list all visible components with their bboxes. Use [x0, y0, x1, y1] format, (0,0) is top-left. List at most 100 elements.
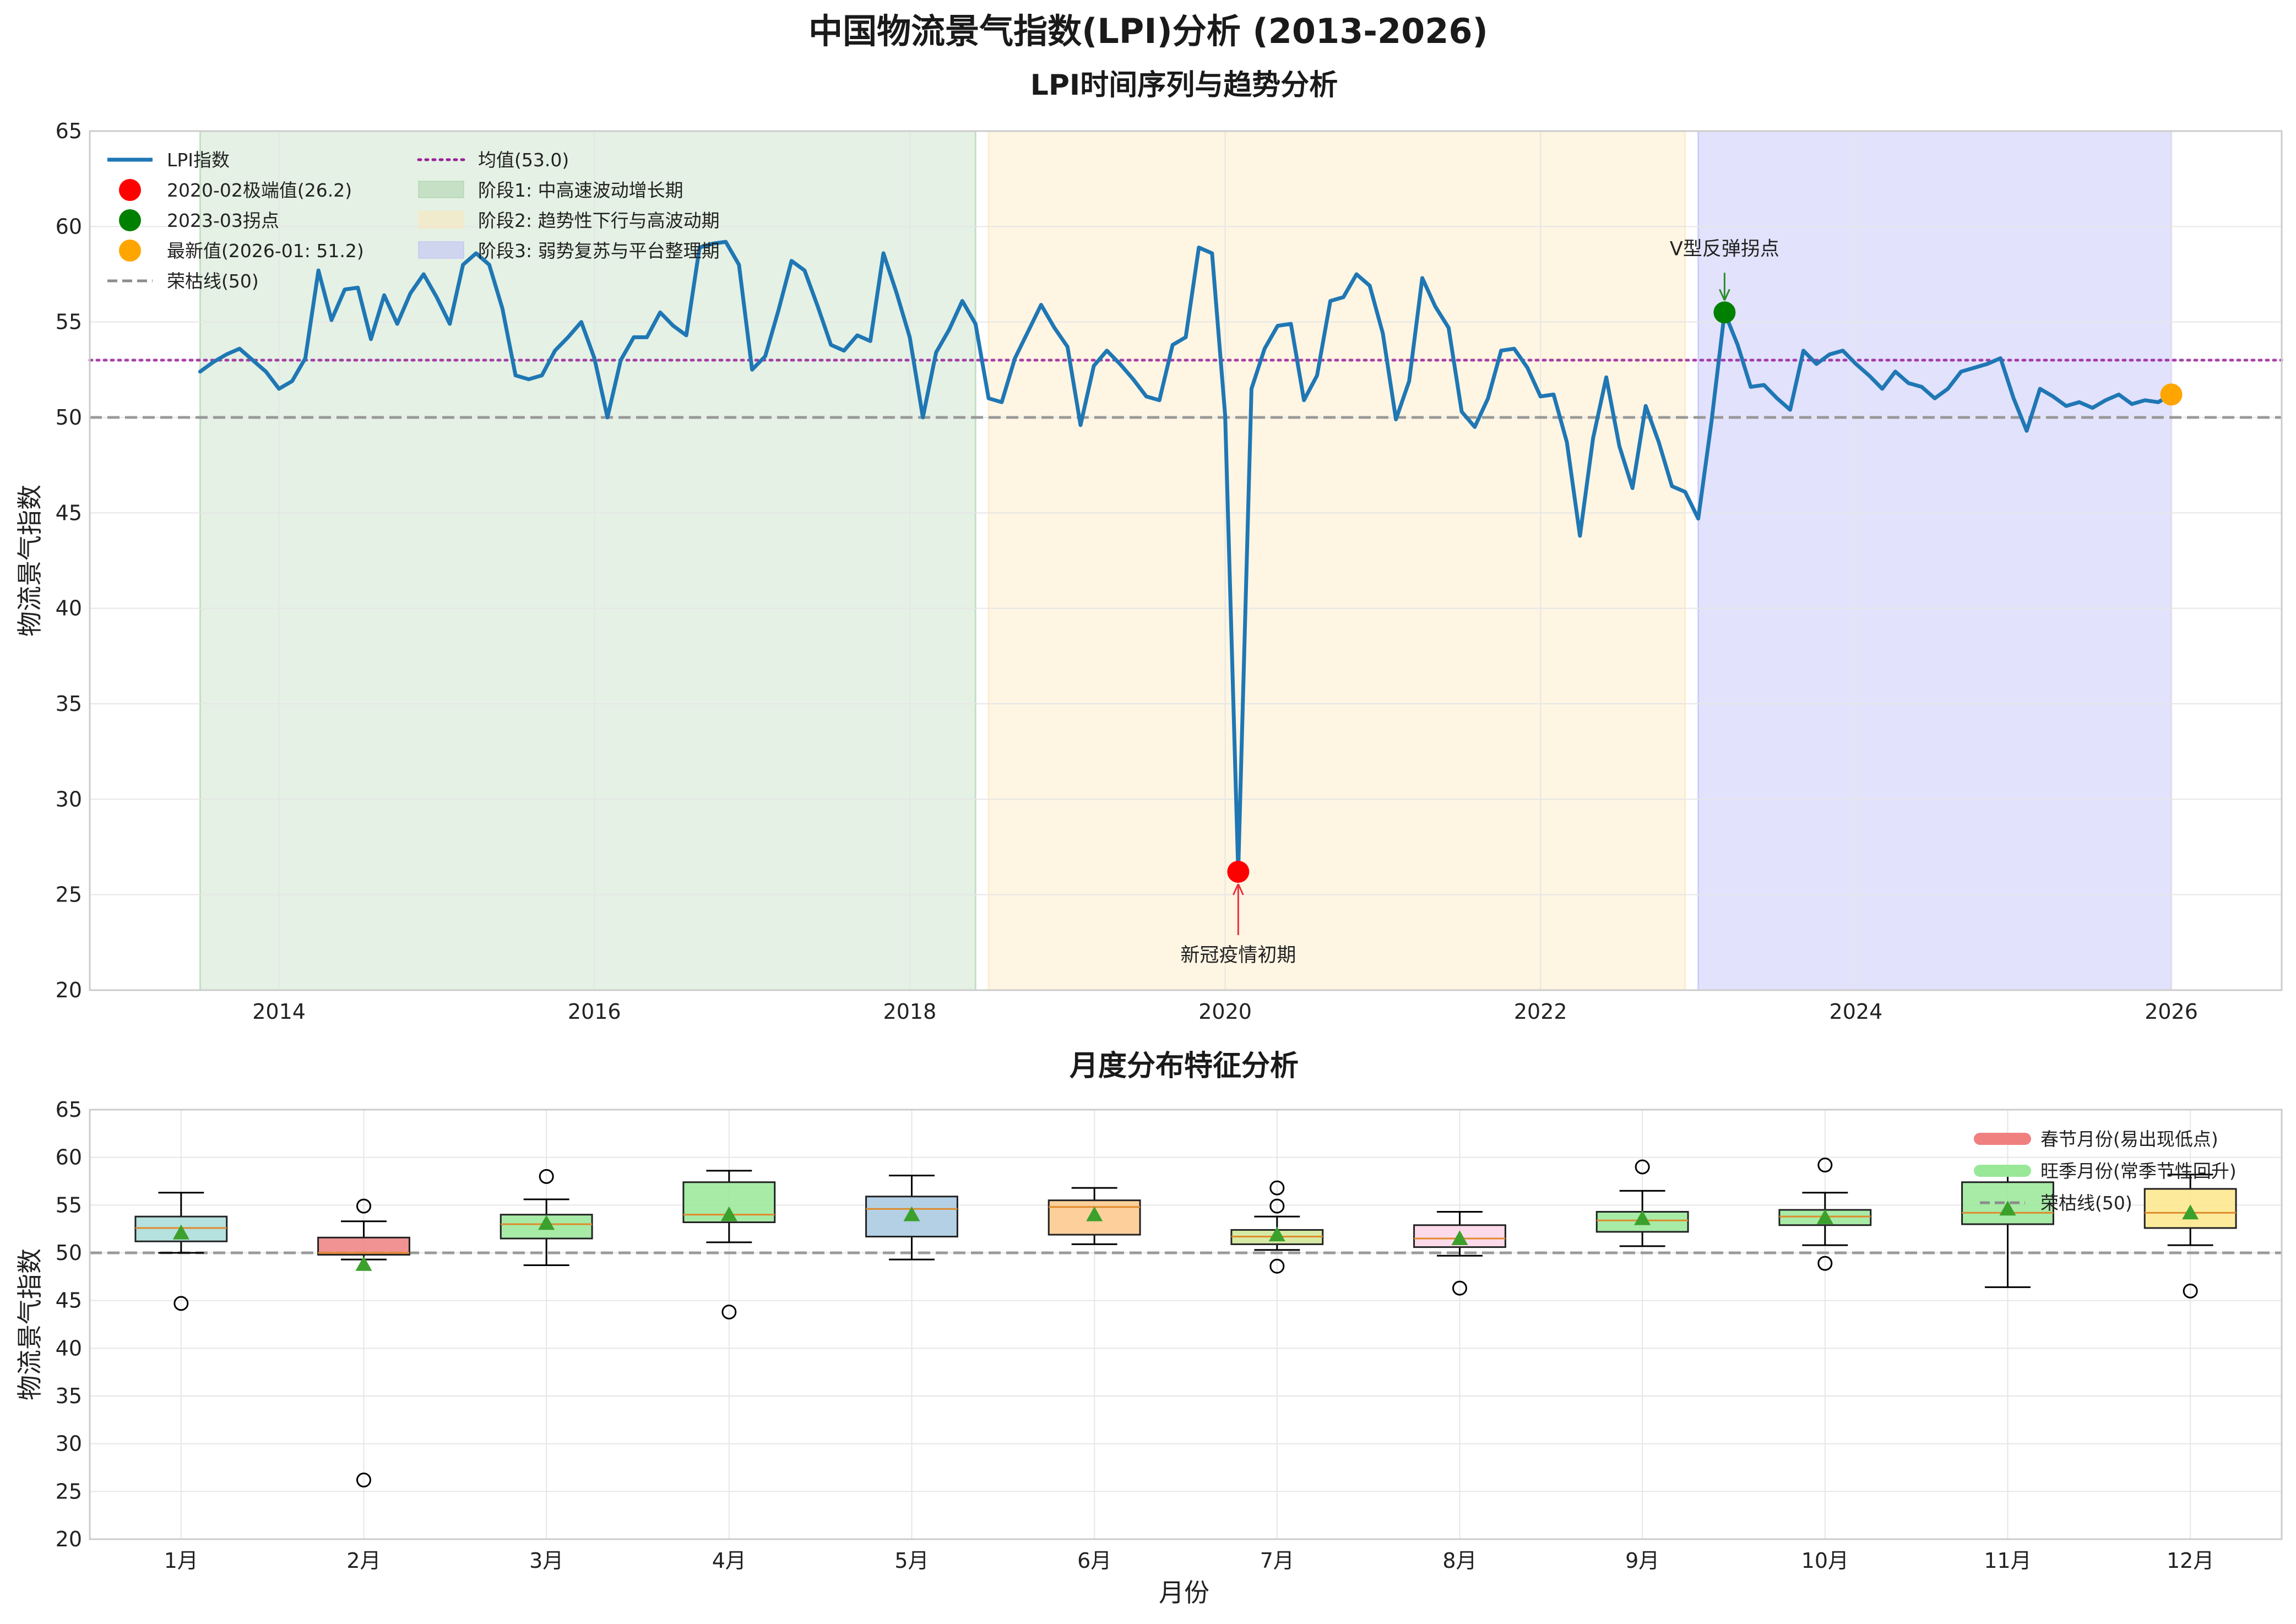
bottom-x-tick-label: 7月 [1260, 1549, 1294, 1573]
outlier-point [1817, 1158, 1833, 1173]
phase-bands [199, 130, 2173, 991]
phase-band-3 [1697, 130, 2173, 991]
month-box-8 [1413, 1210, 1506, 1296]
bottom-x-tick-label: 2月 [346, 1549, 381, 1573]
annotation-arrowhead-1 [1232, 883, 1244, 895]
month-box-1 [134, 1192, 228, 1311]
mean-marker [1086, 1206, 1103, 1221]
outlier-point [1269, 1258, 1285, 1274]
mean-marker [1451, 1230, 1468, 1245]
bottom-y-ticks: 20 25 30 35 40 45 50 55 60 65 [56, 1098, 82, 1551]
box-body [865, 1196, 958, 1238]
top-y-tick-label: 50 [56, 405, 82, 430]
lpi-series [198, 240, 2174, 874]
box-body [317, 1236, 410, 1256]
outlier-point [1452, 1280, 1467, 1296]
bottom-y-tick-label: 30 [56, 1432, 82, 1456]
month-box-7 [1230, 1180, 1324, 1274]
bottom-x-tick-label: 3月 [529, 1549, 563, 1573]
top-reference-lines [88, 359, 2283, 419]
outlier-point [1635, 1159, 1650, 1175]
legend-swatch-phase [418, 181, 464, 198]
bottom-y-tick-label: 50 [56, 1241, 82, 1265]
top-x-tick-label: 2026 [2145, 1000, 2198, 1024]
top-x-tick-label: 2022 [1514, 1000, 1567, 1024]
month-box-9 [1595, 1159, 1689, 1247]
bottom-x-ticks: 1月 2月 3月 4月 5月 6月 7月 8月 9月 10月 11月 12月 [164, 1549, 2214, 1573]
legend-swatch-point [119, 240, 141, 262]
lpi-line [198, 240, 2174, 874]
top-y-tick-label: 40 [56, 596, 82, 621]
month-box-11 [1961, 1170, 2054, 1288]
outlier-point [2183, 1283, 2198, 1299]
top-y-tick-label: 20 [56, 978, 82, 1002]
mean-marker [538, 1215, 555, 1230]
bottom-legend-label: 春节月份(易出现低点) [2040, 1128, 2218, 1150]
bottom-x-tick-label: 5月 [894, 1549, 929, 1573]
bottom-legend: 春节月份(易出现低点) 旺季月份(常季节性回升) 荣枯线(50) [1974, 1128, 2237, 1214]
bottom-x-tick-label: 12月 [2167, 1549, 2214, 1573]
bottom-x-tick-label: 6月 [1077, 1549, 1111, 1573]
month-box-4 [682, 1170, 776, 1319]
legend-swatch-point [119, 179, 141, 201]
monthly-distribution-chart: 月度分布特征分析 20 25 30 35 40 45 50 55 60 65 1月 2月 3月 4月 5月… [15, 1050, 2283, 1607]
top-y-tick-label: 30 [56, 787, 82, 811]
top-y-tick-label: 60 [56, 214, 82, 238]
outlier-point [1269, 1180, 1285, 1196]
mean-marker [1268, 1226, 1285, 1242]
top-y-ticks: 20 25 30 35 40 45 50 55 60 65 [56, 119, 82, 1002]
bottom-y-tick-label: 65 [56, 1098, 82, 1122]
bottom-plot-frame [89, 1109, 2283, 1540]
month-box-3 [500, 1169, 593, 1267]
bottom-y-tick-label: 40 [56, 1336, 82, 1360]
bottom-x-tick-label: 1月 [164, 1549, 198, 1573]
bottom-legend-label: 荣枯线(50) [2040, 1192, 2132, 1214]
legend-label: 荣枯线(50) [167, 270, 259, 292]
bottom-x-tick-label: 10月 [1801, 1549, 1849, 1573]
top-y-tick-label: 35 [56, 692, 82, 716]
mean-marker [1634, 1210, 1651, 1225]
legend-label: 阶段3: 弱势复苏与平台整理期 [478, 240, 720, 262]
phase-band-2 [987, 130, 1686, 991]
top-plot-frame [89, 130, 2283, 991]
top-y-tick-label: 25 [56, 883, 82, 907]
mean-marker [720, 1206, 737, 1221]
legend-label: 最新值(2026-01: 51.2) [167, 240, 364, 262]
top-y-tick-label: 45 [56, 501, 82, 525]
outlier-point [173, 1296, 189, 1311]
legend-label: 2020-02极端值(26.2) [167, 180, 352, 201]
top-x-tick-label: 2018 [883, 1000, 937, 1024]
bottom-x-tick-label: 9月 [1625, 1549, 1659, 1573]
top-y-axis-label: 物流景气指数 [15, 485, 45, 637]
mean-marker [172, 1224, 189, 1240]
bottom-x-tick-label: 11月 [1984, 1549, 2031, 1573]
highlight-point-1 [1227, 861, 1250, 883]
top-x-tick-label: 2024 [1830, 1000, 1883, 1024]
month-box-10 [1778, 1158, 1872, 1271]
top-y-tick-label: 55 [56, 310, 82, 334]
highlight-point-3 [2160, 383, 2183, 406]
top-x-tick-label: 2016 [568, 1000, 621, 1024]
bottom-y-tick-label: 25 [56, 1479, 82, 1503]
month-box-12 [2143, 1174, 2237, 1299]
top-x-tick-label: 2014 [252, 1000, 306, 1024]
month-box-6 [1047, 1187, 1141, 1245]
top-annotations: 新冠疫情初期 V型反弹拐点 [1180, 238, 1779, 966]
legend-label: LPI指数 [167, 149, 230, 171]
legend-label: 阶段2: 趋势性下行与高波动期 [478, 210, 720, 231]
annotation-label-2: V型反弹拐点 [1670, 238, 1779, 260]
outlier-point [356, 1473, 371, 1488]
bottom-x-tick-label: 4月 [712, 1549, 746, 1573]
mean-marker [2182, 1204, 2199, 1220]
top-legend: LPI指数 2020-02极端值(26.2) 2023-03拐点最新值(2026-0… [107, 149, 720, 292]
bottom-chart-title: 月度分布特征分析 [1070, 1050, 1299, 1083]
top-x-tick-label: 2020 [1198, 1000, 1252, 1024]
outlier-point [721, 1304, 737, 1319]
bottom-y-tick-label: 35 [56, 1384, 82, 1408]
outlier-point [1269, 1198, 1285, 1214]
highlight-points [1227, 301, 2183, 883]
figure-title: 中国物流景气指数(LPI)分析 (2013-2026) [808, 11, 1488, 51]
highlight-point-2 [1713, 301, 1736, 324]
legend-swatch-point [119, 209, 141, 231]
